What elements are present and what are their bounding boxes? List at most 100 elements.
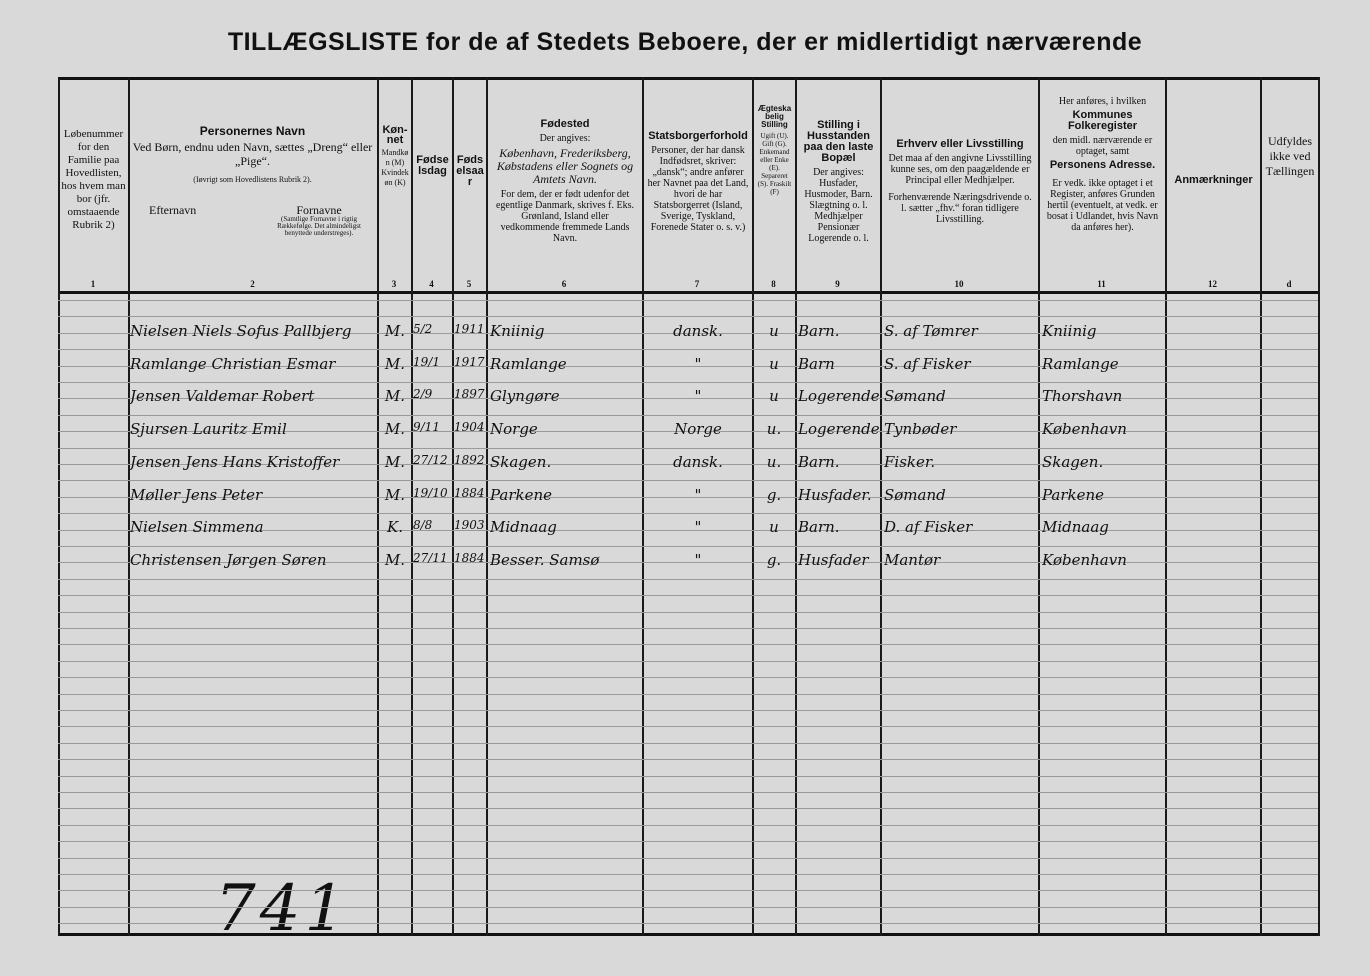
ruled-line: [58, 644, 1318, 645]
column-number: 11: [1097, 279, 1106, 289]
column-number: 7: [694, 279, 700, 289]
header-heading: Statsborgerforhold: [648, 129, 748, 142]
column-divider: [880, 78, 882, 936]
header-text: Det maa af den angivne Livsstilling kunn…: [888, 152, 1032, 186]
cell-sex: M.: [384, 452, 406, 471]
column-number: 8: [771, 279, 776, 289]
cell-name: Christensen Jørgen Søren: [130, 550, 327, 569]
header-text: Forhenværende Næringsdrivende o. l. sætt…: [888, 191, 1032, 225]
header-heading: Fødested: [540, 118, 590, 130]
header-heading: Stilling i Husstanden paa den laste Bopæ…: [803, 118, 874, 164]
header-text: Ved Børn, endnu uden Navn, sættes „Dreng…: [132, 140, 373, 168]
header-heading: Fødselsaar: [456, 154, 484, 188]
column-divider: [58, 78, 60, 936]
cell-birthplace: Skagen.: [490, 452, 552, 471]
cell-marital: g.: [766, 550, 782, 569]
ruled-line: [58, 464, 1318, 465]
column-number: d: [1286, 279, 1292, 289]
column-divider: [642, 78, 644, 936]
cell-register: Ramlange: [1042, 354, 1119, 373]
cell-birthplace: Parkene: [490, 485, 553, 504]
header-border: [58, 291, 1320, 294]
header-heading: Personens Adresse.: [1049, 159, 1156, 171]
page-number-mark: 741: [215, 872, 350, 946]
header-note: (Iøvrigt som Hovedlistens Rubrik 2).: [193, 175, 312, 184]
ruled-line: [58, 546, 1318, 547]
cell-marital: u: [769, 387, 779, 406]
header-text: Udfyldes ikke ved Tællingen: [1265, 134, 1315, 178]
cell-day: 27/11: [413, 550, 448, 565]
column-number: 4: [429, 279, 434, 289]
header-col-4: Fødselsdag: [413, 82, 452, 278]
column-number: 1: [90, 279, 96, 289]
cell-sex: M.: [384, 550, 406, 569]
column-divider: [752, 78, 754, 936]
ruled-line: [58, 300, 1318, 301]
cell-citizenship: dansk.: [673, 322, 723, 340]
header-text: Ugift (U). Gift (G). Enkemand eller Enke…: [757, 132, 792, 196]
cell-marital: g.: [766, 485, 782, 504]
ruled-line: [58, 792, 1318, 793]
ruled-line: [58, 841, 1318, 842]
cell-birthplace: Kniinig: [490, 322, 545, 340]
cell-household: Barn.: [798, 518, 840, 537]
cell-birthplace: Glyngøre: [490, 387, 560, 406]
cell-citizenship: ": [694, 354, 702, 373]
ruled-line: [58, 694, 1318, 695]
header-heading: Erhverv eller Livsstilling: [896, 137, 1024, 150]
header-note: (Samtlige Fornavne i rigtig Rækkefølge. …: [277, 215, 361, 237]
header-text: den midl. nærværende er optaget, samt: [1052, 135, 1153, 157]
cell-year: 1884: [454, 485, 485, 500]
ruled-line: [58, 776, 1318, 777]
header-heading: Køn-net: [382, 124, 408, 146]
ruled-line: [58, 661, 1318, 662]
ruled-line: [58, 858, 1318, 859]
cell-household: Barn.: [798, 322, 840, 340]
cell-name: Jensen Valdemar Robert: [130, 387, 315, 406]
header-text: For dem, der er født udenfor det egentli…: [495, 189, 635, 244]
ruled-line: [58, 579, 1318, 580]
column-divider: [486, 78, 488, 936]
column-divider: [795, 78, 797, 936]
header-text: Der angives: Husfader, Husmoder, Barn. S…: [804, 166, 873, 244]
header-text: Er vedk. ikke optaget i et Register, anf…: [1046, 178, 1159, 233]
header-col-6: Fødested Der angives: København, Frederi…: [488, 82, 642, 278]
column-number: 5: [466, 279, 472, 289]
column-divider: [452, 78, 454, 936]
column-divider: [411, 78, 413, 936]
cell-household: Husfader.: [798, 485, 872, 504]
cell-sex: M.: [384, 485, 406, 504]
ruled-line: [58, 480, 1318, 481]
cell-occupation: D. af Fisker: [884, 518, 973, 537]
column-number: 2: [250, 279, 255, 289]
column-number: 12: [1208, 279, 1217, 289]
ruled-line: [58, 349, 1318, 350]
ruled-line: [58, 923, 1318, 924]
cell-day: 19/10: [413, 485, 448, 500]
ruled-line: [58, 628, 1318, 629]
cell-sex: M.: [384, 420, 406, 439]
cell-name: Sjursen Lauritz Emil: [130, 420, 287, 439]
ruled-line: [58, 612, 1318, 613]
cell-sex: M.: [384, 322, 406, 340]
column-divider: [128, 78, 130, 936]
cell-register: Midnaag: [1042, 518, 1109, 537]
header-text: Der angives:: [539, 133, 591, 144]
ruled-line: [58, 890, 1318, 891]
cell-year: 1897: [454, 387, 485, 402]
cell-year: 1892: [454, 452, 485, 467]
ruled-line: [58, 808, 1318, 809]
header-heading: Personernes Navn: [199, 124, 306, 138]
column-number: 3: [391, 279, 397, 289]
ruled-line: [58, 366, 1318, 367]
ruled-line: [58, 726, 1318, 727]
cell-citizenship: ": [694, 550, 702, 569]
cell-day: 5/2: [413, 322, 433, 336]
ruled-line: [58, 316, 1318, 317]
cell-register: København: [1042, 420, 1127, 439]
header-col-d: Udfyldes ikke ved Tællingen: [1262, 82, 1318, 278]
header-text: Her anføres, i hvilken: [1058, 96, 1147, 107]
cell-year: 1904: [454, 420, 485, 435]
cell-marital: u.: [766, 420, 782, 439]
header-heading: Fødselsdag: [416, 154, 449, 177]
